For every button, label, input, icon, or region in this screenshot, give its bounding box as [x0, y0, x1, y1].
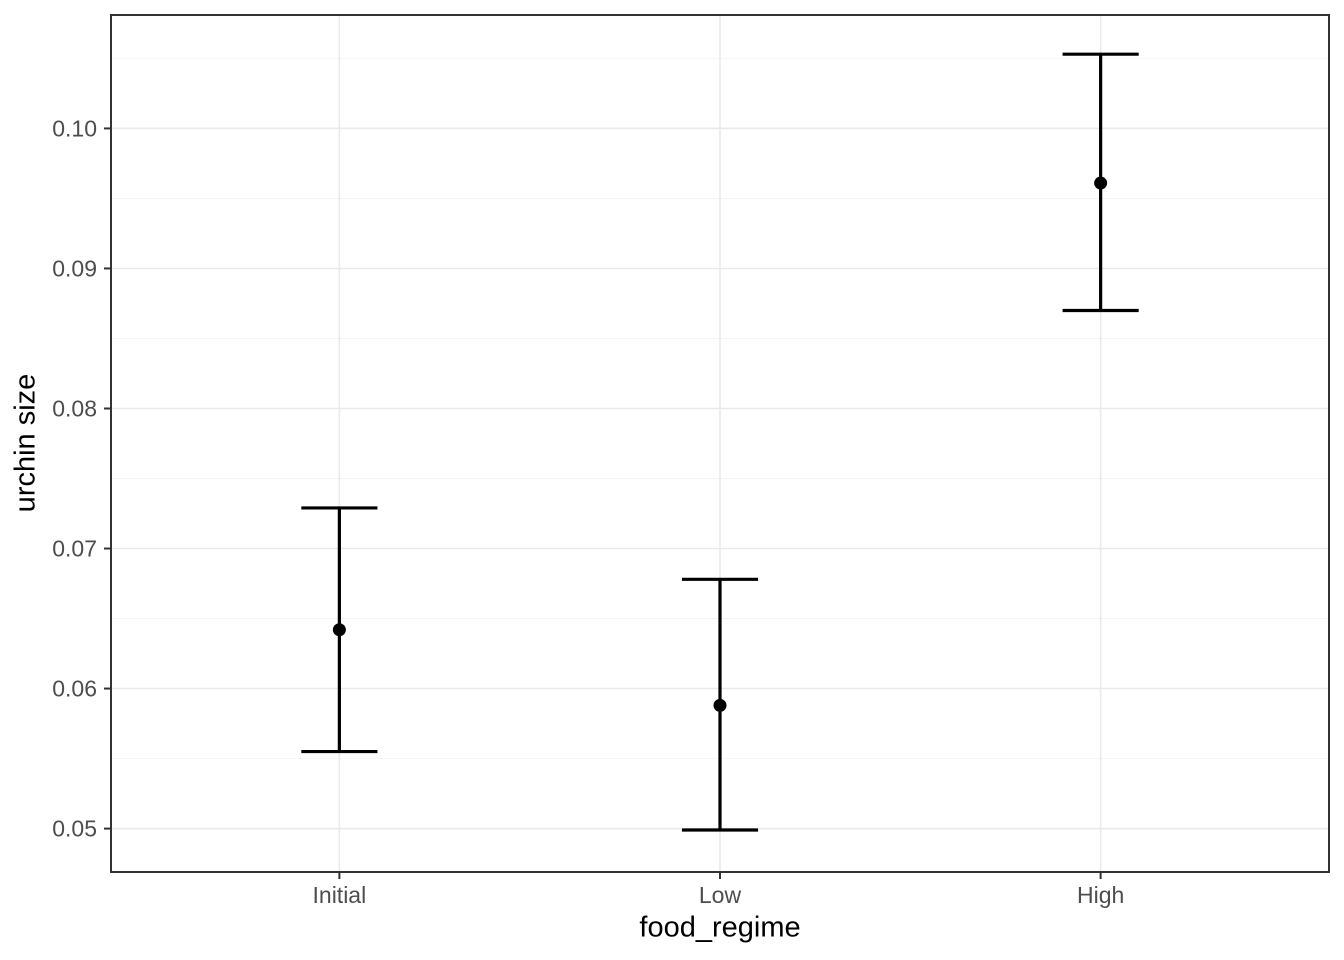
x-tick-label: High — [1077, 882, 1124, 908]
x-tick-label: Initial — [313, 882, 367, 908]
point-estimate — [332, 623, 346, 637]
y-tick-label: 0.07 — [52, 536, 97, 562]
x-tick-label: Low — [699, 882, 742, 908]
y-tick-label: 0.09 — [52, 255, 97, 281]
y-tick-label: 0.05 — [52, 816, 97, 842]
point-estimate — [713, 698, 727, 712]
y-tick-label: 0.10 — [52, 115, 97, 141]
y-tick-label: 0.08 — [52, 395, 97, 421]
point-estimate — [1094, 176, 1108, 190]
y-axis-title: urchin size — [9, 373, 42, 513]
y-tick-label: 0.06 — [52, 676, 97, 702]
x-axis-title: food_regime — [639, 911, 801, 944]
